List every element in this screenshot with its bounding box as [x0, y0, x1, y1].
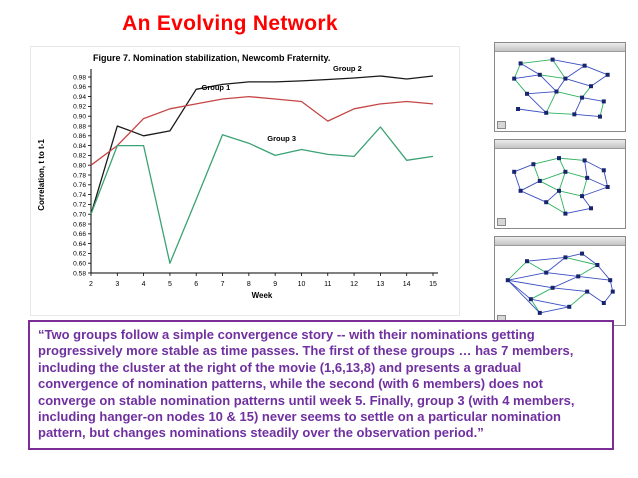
- svg-text:5: 5: [168, 281, 172, 288]
- network-thumbnail-2: [494, 139, 626, 229]
- svg-text:0.76: 0.76: [73, 182, 86, 189]
- svg-text:7: 7: [221, 281, 225, 288]
- figure-7-chart: Figure 7. Nomination stabilization, Newc…: [30, 46, 460, 316]
- svg-text:12: 12: [350, 281, 358, 288]
- svg-text:Group 1: Group 1: [201, 83, 230, 92]
- svg-text:0.86: 0.86: [73, 133, 86, 140]
- svg-text:0.92: 0.92: [73, 104, 86, 111]
- svg-text:15: 15: [429, 281, 437, 288]
- window-icon: [497, 218, 506, 226]
- svg-text:0.96: 0.96: [73, 84, 86, 91]
- quote-box: “Two groups follow a simple convergence …: [28, 320, 614, 450]
- thumbnail-titlebar: [495, 140, 625, 149]
- svg-text:0.62: 0.62: [73, 251, 86, 258]
- svg-text:0.58: 0.58: [73, 270, 86, 277]
- network-thumbnail-3: [494, 236, 626, 326]
- svg-text:0.72: 0.72: [73, 202, 86, 209]
- svg-text:0.98: 0.98: [73, 74, 86, 81]
- window-icon: [497, 121, 506, 129]
- svg-text:0.84: 0.84: [73, 143, 86, 150]
- svg-text:11: 11: [324, 281, 331, 288]
- svg-text:0.80: 0.80: [73, 163, 86, 170]
- svg-text:Figure 7. Nomination stabiliz: Figure 7. Nomination stabilization, Newc…: [93, 53, 330, 63]
- svg-text:0.74: 0.74: [73, 192, 86, 199]
- svg-text:0.60: 0.60: [73, 261, 86, 268]
- page-title: An Evolving Network: [122, 12, 338, 35]
- network-graph-svg-1: [512, 57, 610, 119]
- svg-text:13: 13: [376, 281, 384, 288]
- svg-text:0.64: 0.64: [73, 241, 86, 248]
- svg-text:0.82: 0.82: [73, 153, 86, 160]
- svg-text:0.68: 0.68: [73, 221, 86, 228]
- thumbnail-titlebar: [495, 43, 625, 52]
- svg-text:Group 3: Group 3: [267, 134, 296, 143]
- network-graph-svg-3: [505, 251, 615, 315]
- svg-text:14: 14: [403, 281, 411, 288]
- svg-text:2: 2: [89, 281, 93, 288]
- svg-text:0.90: 0.90: [73, 114, 86, 121]
- svg-text:6: 6: [194, 281, 198, 288]
- svg-text:3: 3: [115, 281, 119, 288]
- svg-text:Group 2: Group 2: [333, 64, 362, 73]
- network-thumbnail-1: [494, 42, 626, 132]
- svg-text:10: 10: [298, 281, 306, 288]
- svg-text:0.70: 0.70: [73, 212, 86, 219]
- network-graph-svg-2: [512, 156, 610, 216]
- svg-text:4: 4: [142, 281, 146, 288]
- svg-text:8: 8: [247, 281, 251, 288]
- svg-text:0.78: 0.78: [73, 172, 86, 179]
- svg-text:9: 9: [273, 281, 277, 288]
- svg-text:Week: Week: [252, 291, 273, 300]
- svg-text:Correlation, t to t-1: Correlation, t to t-1: [37, 139, 46, 211]
- line-chart-svg: Figure 7. Nomination stabilization, Newc…: [37, 53, 438, 300]
- quote-text: “Two groups follow a simple convergence …: [38, 327, 575, 441]
- thumbnail-titlebar: [495, 237, 625, 246]
- svg-text:0.66: 0.66: [73, 231, 86, 238]
- svg-text:0.88: 0.88: [73, 123, 86, 130]
- svg-text:0.94: 0.94: [73, 94, 86, 101]
